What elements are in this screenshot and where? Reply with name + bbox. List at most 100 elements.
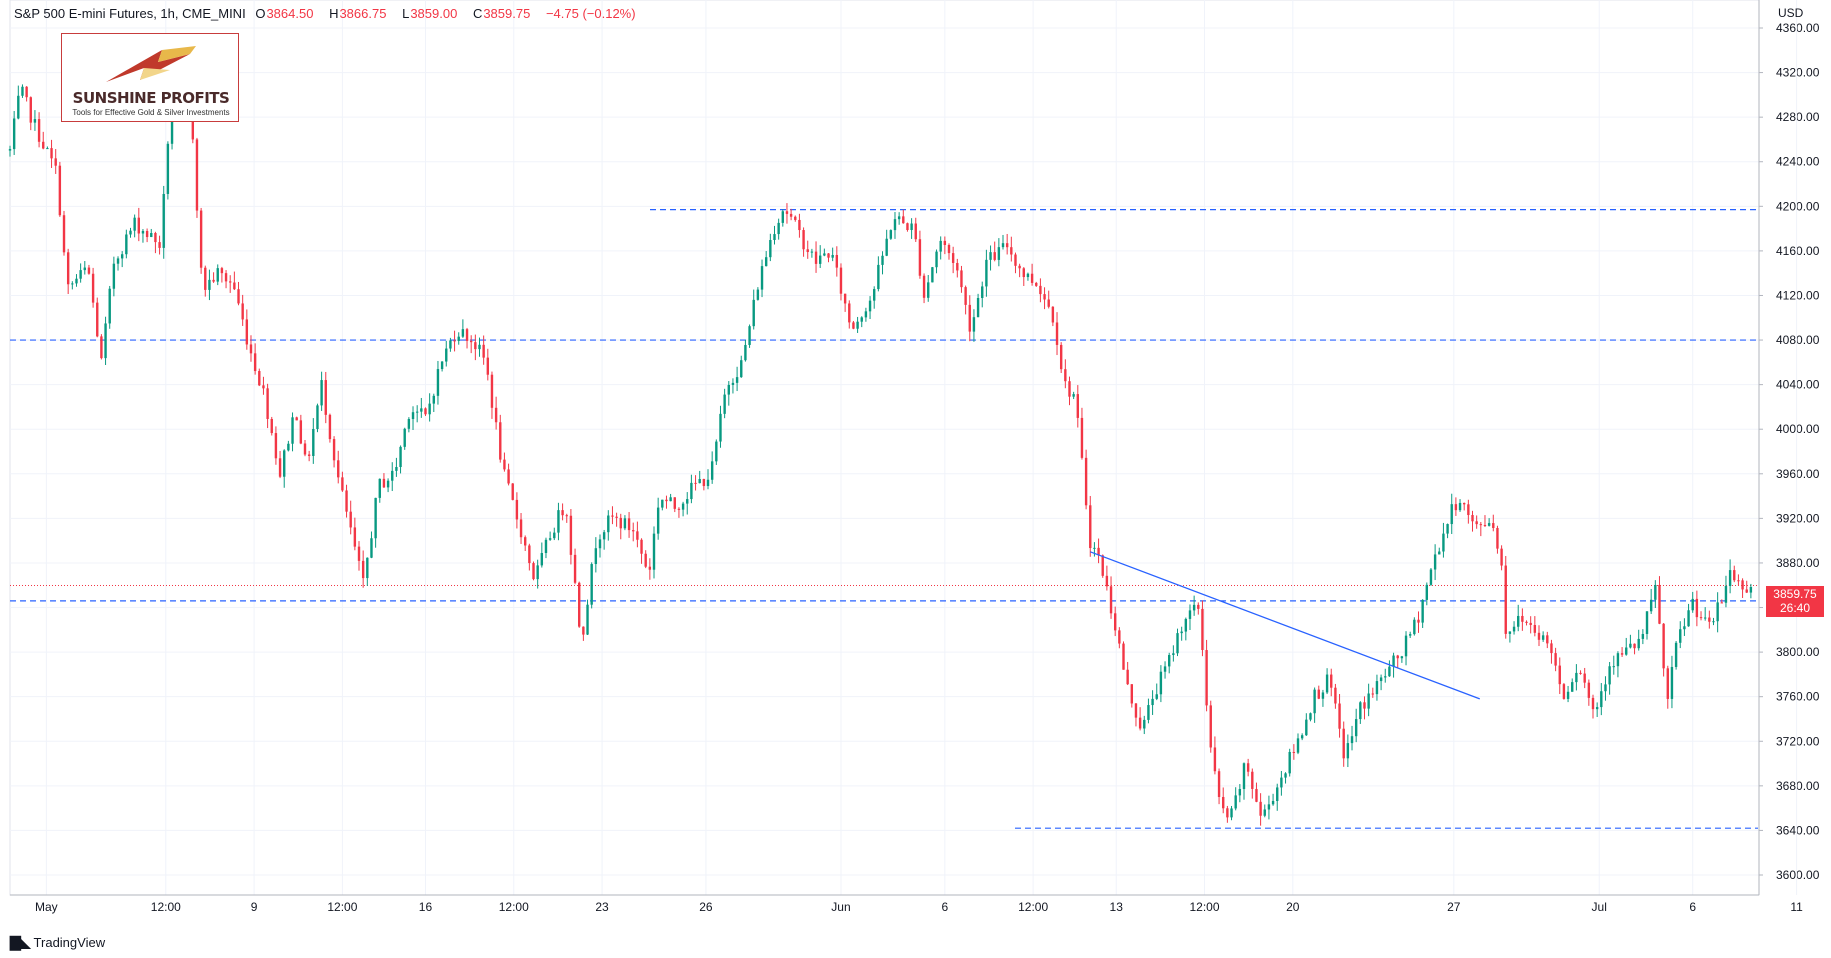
- candle-body: [1226, 808, 1229, 818]
- candle-body: [307, 454, 311, 456]
- candle-body: [461, 329, 465, 337]
- candle-body: [981, 286, 984, 298]
- candle-body: [1392, 655, 1395, 667]
- candle-body: [490, 374, 494, 408]
- candle-body: [1267, 804, 1271, 810]
- x-tick-label: May: [35, 900, 58, 914]
- y-tick-label: 3920.00: [1776, 511, 1820, 525]
- candle-body: [1354, 719, 1358, 737]
- candle-body: [1155, 694, 1158, 699]
- candle-body: [1658, 584, 1661, 624]
- bar-countdown: 26:40: [1779, 601, 1811, 615]
- tradingview-brand[interactable]: ▇◣ TradingView: [10, 934, 105, 951]
- candle-body: [299, 420, 303, 444]
- candle-body: [661, 499, 664, 508]
- candle-body: [1346, 743, 1350, 759]
- candle-body: [1404, 635, 1408, 657]
- candle-body: [1325, 674, 1329, 693]
- candle-body: [353, 527, 357, 547]
- candle-body: [1080, 417, 1084, 458]
- high-value: 3866.75: [339, 6, 387, 21]
- candle-body: [740, 360, 743, 378]
- candle-body: [233, 282, 236, 290]
- candle-body: [627, 518, 631, 531]
- candle-body: [1180, 631, 1183, 634]
- x-tick-label: 12:00: [1018, 900, 1048, 914]
- y-tick-label: 3760.00: [1776, 690, 1820, 704]
- candle-body: [162, 193, 165, 248]
- candle-body: [1375, 681, 1379, 695]
- candle-body: [598, 539, 602, 549]
- candle-body: [1188, 610, 1192, 619]
- candle-body: [1359, 702, 1362, 720]
- candle-body: [1284, 773, 1287, 778]
- y-tick-label: 4160.00: [1776, 244, 1820, 258]
- candle-body: [764, 257, 768, 267]
- candle-body: [652, 533, 656, 570]
- candle-body: [1280, 777, 1283, 788]
- candle-body: [818, 255, 822, 264]
- candle-body: [918, 239, 922, 276]
- currency-label[interactable]: USD: [1778, 6, 1804, 20]
- candle-body: [1342, 728, 1345, 759]
- candle-body: [29, 97, 32, 123]
- candle-body: [374, 497, 377, 539]
- candle-body: [1255, 788, 1258, 802]
- candle-body: [785, 211, 789, 214]
- candle-body: [607, 515, 610, 533]
- y-tick-label: 3640.00: [1776, 823, 1820, 837]
- candle-body: [494, 407, 498, 423]
- x-tick-label: 12:00: [1190, 900, 1220, 914]
- candle-body: [860, 317, 863, 322]
- candle-body: [1371, 693, 1374, 695]
- candle-body: [594, 548, 598, 565]
- candle-body: [1159, 671, 1163, 695]
- candle-body: [258, 371, 261, 386]
- candle-body: [723, 394, 726, 414]
- candle-body: [1068, 381, 1071, 397]
- candle-body: [503, 459, 506, 470]
- candle-body: [769, 240, 772, 258]
- y-tick-label: 4360.00: [1776, 21, 1820, 35]
- candle-body: [640, 539, 643, 554]
- candle-body: [706, 479, 710, 487]
- candle-body: [1018, 265, 1021, 269]
- candle-body: [744, 344, 747, 361]
- candle-body: [1055, 322, 1059, 345]
- last-price-badge: 3859.75 26:40: [1766, 586, 1824, 617]
- candle-body: [1408, 634, 1412, 636]
- candle-body: [283, 450, 286, 477]
- candle-body: [1521, 615, 1524, 622]
- candle-body: [1695, 598, 1699, 618]
- candle-body: [266, 388, 269, 419]
- candle-body: [1467, 504, 1470, 516]
- x-tick-label: 12:00: [327, 900, 357, 914]
- candle-body: [877, 264, 880, 290]
- candle-body: [1097, 547, 1100, 556]
- candle-body: [1620, 653, 1624, 655]
- candle-body: [158, 242, 161, 248]
- candle-body: [37, 119, 41, 142]
- candle-body: [1529, 622, 1532, 625]
- candle-body: [623, 518, 627, 529]
- candle-body: [1683, 626, 1686, 630]
- candle-body: [1384, 676, 1387, 678]
- candle-body: [1433, 554, 1437, 570]
- candle-body: [199, 210, 203, 268]
- x-tick-label: 26: [699, 900, 713, 914]
- candle-body: [357, 546, 361, 561]
- candle-body: [253, 353, 257, 372]
- candle-body: [424, 408, 427, 415]
- candle-body: [1005, 243, 1009, 248]
- candle-body: [1737, 580, 1740, 582]
- candle-body: [1413, 619, 1416, 635]
- candle-body: [814, 251, 818, 264]
- candle-body: [361, 560, 365, 579]
- candle-body: [1533, 624, 1537, 633]
- candle-body: [154, 233, 157, 243]
- candle-body: [303, 443, 307, 455]
- candle-body: [1039, 285, 1042, 295]
- candle-body: [1251, 771, 1254, 789]
- candle-body: [906, 223, 909, 231]
